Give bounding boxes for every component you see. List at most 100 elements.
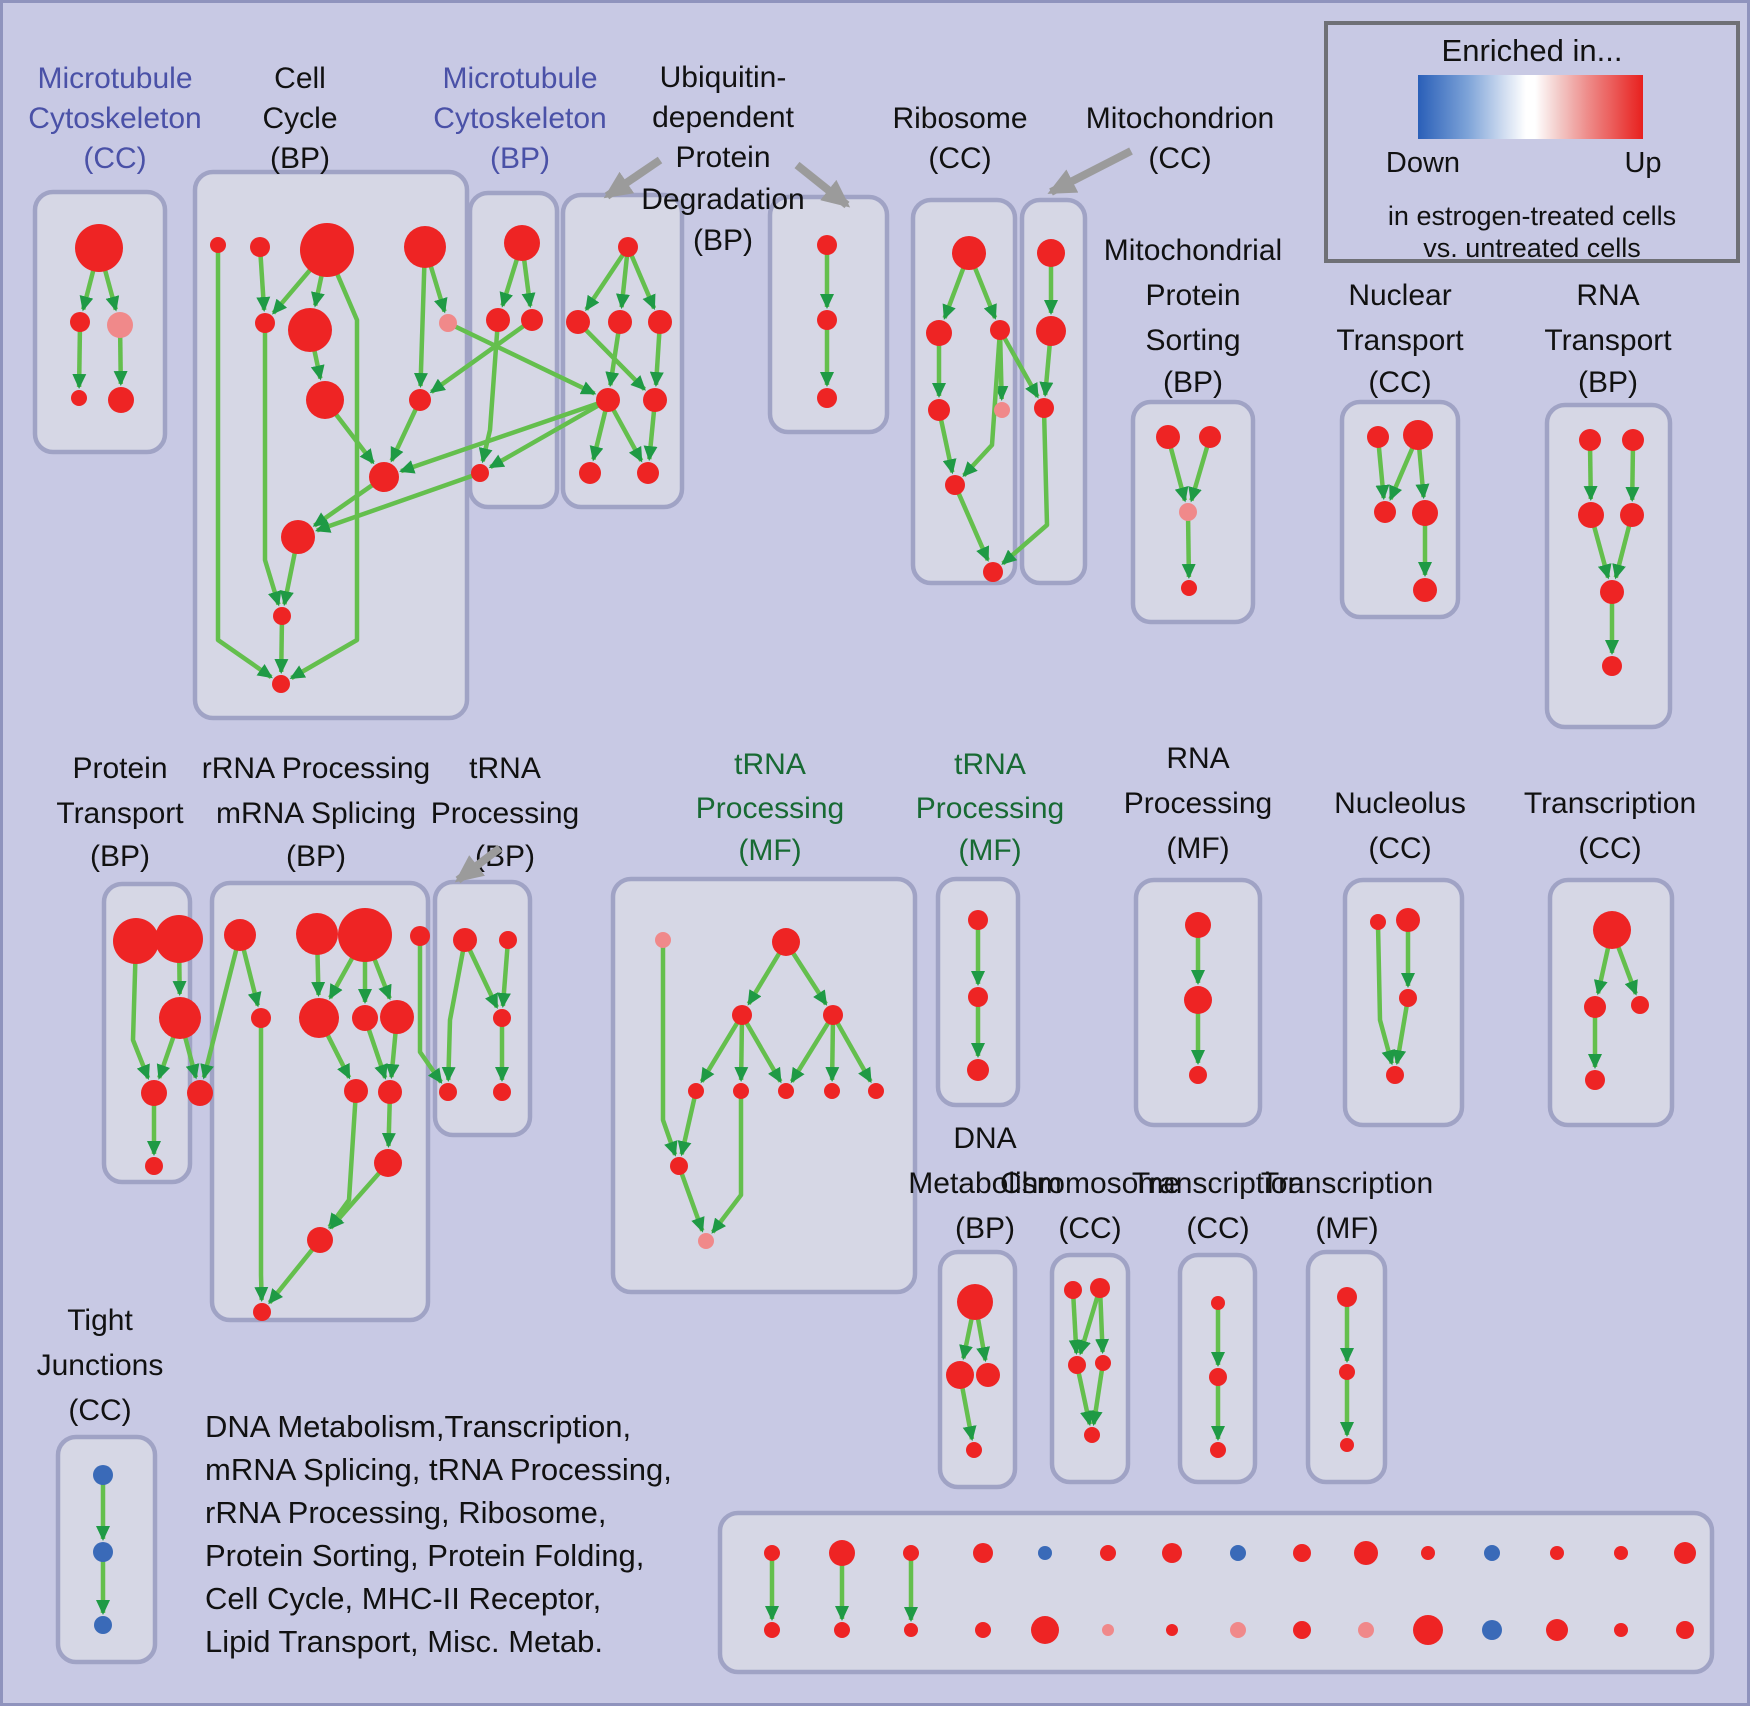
go-term-node — [306, 381, 344, 419]
category-box-mito — [1019, 197, 1088, 586]
edge-arrow — [271, 268, 312, 315]
go-term-node — [1293, 1621, 1311, 1639]
go-term-node — [608, 310, 632, 334]
go-term-node — [1166, 1624, 1178, 1636]
go-term-node — [145, 1157, 163, 1175]
edge-arrow — [660, 947, 678, 1157]
go-term-node — [250, 237, 270, 257]
edge-arrow — [960, 1387, 977, 1442]
go-term-node — [1037, 239, 1065, 267]
go-term-node — [764, 1622, 780, 1638]
go-term-node — [338, 908, 392, 962]
go-term-node — [994, 402, 1010, 418]
go-term-node — [1100, 1545, 1116, 1561]
edge-arrow — [372, 958, 392, 1001]
go-term-node — [1064, 1281, 1082, 1299]
go-term-node — [107, 312, 133, 338]
edge-arrow — [1415, 448, 1430, 500]
go-term-node — [380, 1000, 414, 1034]
edge-arrow — [156, 1036, 176, 1080]
go-term-node — [439, 1083, 457, 1101]
go-term-node — [1068, 1356, 1086, 1374]
edge-arrow — [429, 323, 526, 394]
group-label-tmf1: Processing — [696, 792, 844, 825]
go-term-node — [973, 1543, 993, 1563]
go-term-node — [1614, 1623, 1628, 1637]
legend-subtitle-1: in estrogen-treated cells — [1387, 201, 1677, 231]
go-term-node — [1367, 426, 1389, 448]
group-label-rt: (BP) — [1578, 366, 1638, 399]
go-term-node — [618, 237, 638, 257]
go-term-node — [486, 308, 510, 332]
edge-arrow — [1095, 1296, 1110, 1354]
go-term-node — [288, 308, 332, 352]
group-label-tmf1: (MF) — [738, 834, 801, 867]
category-box-rt — [1544, 402, 1673, 730]
edge-arrow — [1592, 526, 1612, 580]
go-term-node — [1038, 1546, 1052, 1560]
edge-arrow — [956, 492, 990, 562]
group-label-mt_cc: Microtubule — [37, 62, 192, 95]
go-term-node — [410, 926, 430, 946]
edge-arrow — [605, 332, 621, 388]
edge-arrow — [325, 1033, 352, 1080]
go-term-node — [93, 1542, 113, 1562]
category-box-chr — [1049, 1252, 1131, 1485]
category-box-tcc1 — [1547, 877, 1675, 1128]
group-label-trnabp: Processing — [431, 797, 579, 830]
edge-arrow — [381, 1102, 396, 1148]
go-term-node — [817, 388, 837, 408]
group-label-dna: (BP) — [955, 1212, 1015, 1245]
group-label-mito: (CC) — [1148, 142, 1211, 175]
go-term-node — [1354, 1541, 1378, 1565]
group-label-mbp: (BP) — [490, 142, 550, 175]
group-label-tmf1: tRNA — [734, 748, 806, 781]
go-term-node — [733, 1083, 749, 1099]
edge-arrow — [334, 412, 375, 465]
go-term-node — [596, 388, 620, 412]
go-term-node — [493, 1083, 511, 1101]
group-label-trnabp: tRNA — [469, 752, 541, 785]
edge-arrow — [417, 945, 443, 1084]
go-term-node — [1482, 1620, 1502, 1640]
misc-note-line: mRNA Splicing, tRNA Processing, — [205, 1452, 672, 1487]
edge-arrow — [643, 410, 658, 462]
go-term-node — [868, 1083, 884, 1099]
go-term-node — [1421, 1546, 1435, 1560]
go-term-node — [823, 1005, 843, 1025]
go-term-node — [952, 236, 986, 270]
go-term-node — [113, 918, 159, 964]
go-term-node — [1412, 500, 1438, 526]
edge-arrow — [959, 1318, 974, 1361]
edge-arrow — [389, 408, 418, 463]
edge-arrow — [1076, 1372, 1094, 1427]
group-label-nuc: (CC) — [1368, 832, 1431, 865]
edge-arrow — [1002, 336, 1040, 399]
group-label-cc: Cell — [274, 62, 326, 95]
edge-arrow — [310, 350, 325, 381]
category-boxes-layer — [32, 169, 1715, 1675]
group-label-pt: Protein — [72, 752, 167, 785]
go-term-node — [1585, 1070, 1605, 1090]
go-term-node — [967, 1059, 989, 1081]
group-label-tmf2: Processing — [916, 792, 1064, 825]
go-term-node — [968, 987, 988, 1007]
group-label-rt: Transport — [1544, 324, 1672, 357]
legend-title: Enriched in... — [1441, 33, 1623, 68]
go-term-node — [71, 390, 87, 406]
label-pointer-arrow — [1047, 147, 1133, 196]
edge-arrow — [1001, 416, 1050, 566]
group-label-tj: Tight — [67, 1304, 133, 1337]
edge-arrow — [385, 1032, 400, 1080]
go-term-node — [253, 1303, 271, 1321]
go-term-node — [93, 1465, 113, 1485]
go-term-node — [159, 997, 201, 1039]
misc-note-line: DNA Metabolism,Transcription, — [205, 1409, 632, 1444]
go-term-node — [698, 1233, 714, 1249]
go-term-node — [637, 462, 659, 484]
edge-arrow — [1181, 519, 1196, 579]
go-term-node — [1031, 1616, 1059, 1644]
group-label-chr: Chromosome — [1000, 1167, 1180, 1200]
go-term-node — [409, 389, 431, 411]
